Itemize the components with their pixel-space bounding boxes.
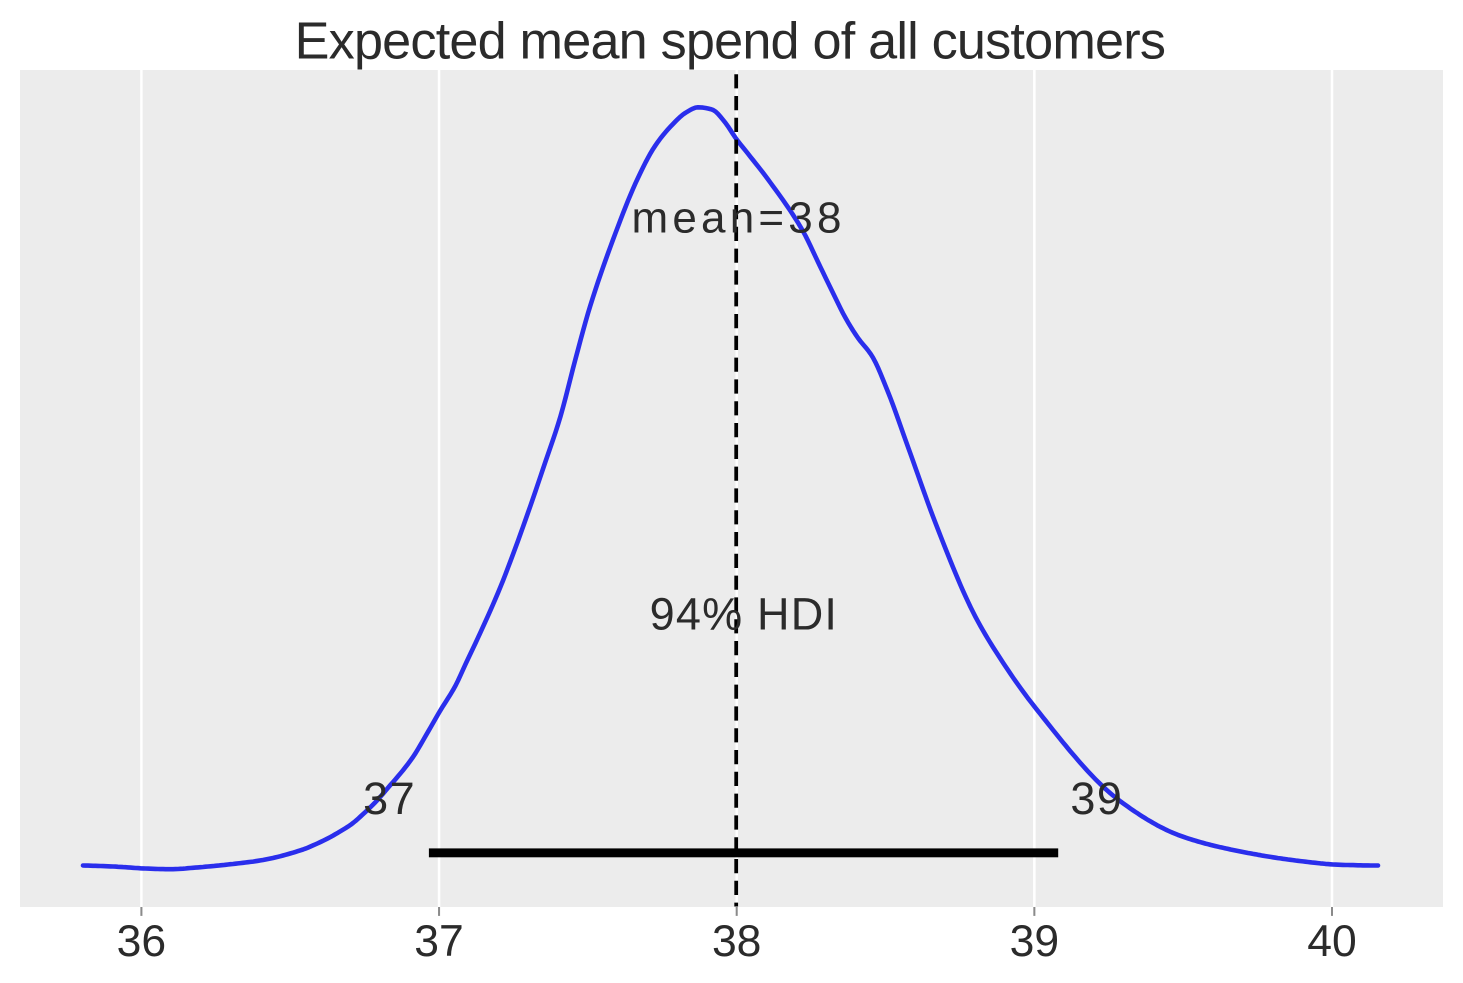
svg-text:94% HDI: 94% HDI	[650, 589, 838, 640]
svg-text:40: 40	[1307, 917, 1357, 966]
svg-text:39: 39	[1010, 917, 1060, 966]
svg-text:Expected mean spend of all cus: Expected mean spend of all customers	[295, 12, 1165, 70]
svg-text:37: 37	[414, 917, 464, 966]
svg-text:36: 36	[117, 917, 167, 966]
svg-text:38: 38	[712, 917, 762, 966]
svg-text:37: 37	[363, 773, 416, 824]
svg-text:mean=38: mean=38	[632, 194, 846, 243]
svg-text:39: 39	[1070, 773, 1123, 824]
